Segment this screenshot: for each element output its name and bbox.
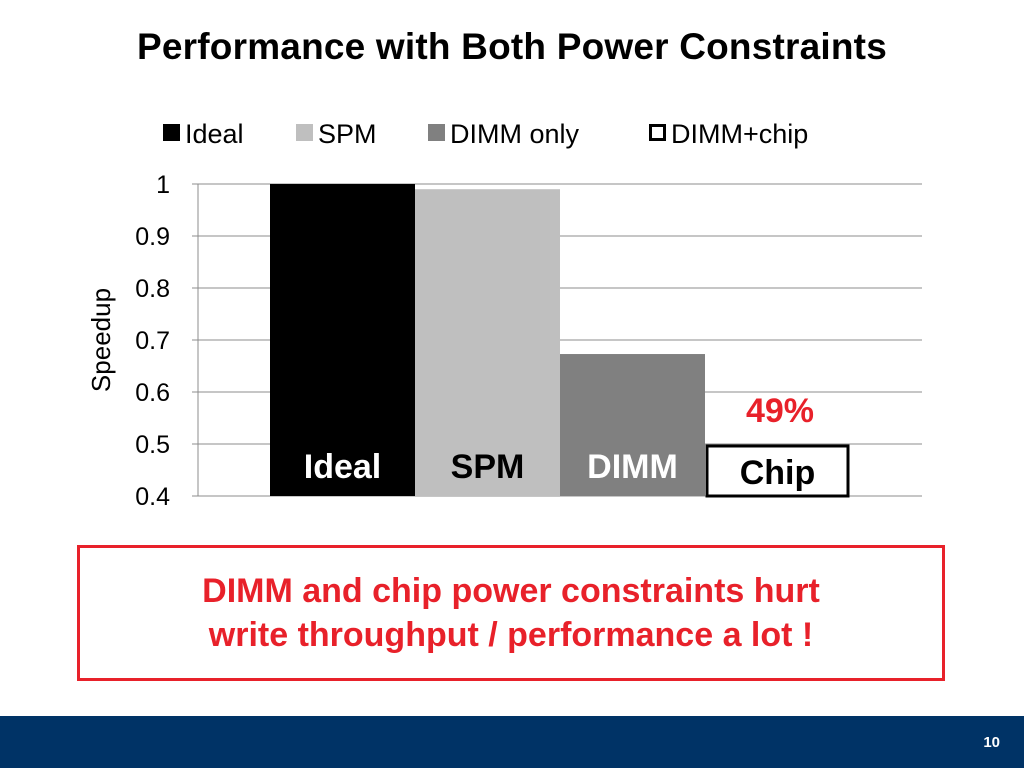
- chart-legend: Ideal SPM DIMM only DIMM+chip: [163, 119, 808, 149]
- chart-bars: [270, 184, 705, 496]
- bar: [415, 189, 560, 496]
- y-axis-label: Speedup: [86, 288, 116, 392]
- legend-label: Ideal: [185, 119, 244, 149]
- legend-marker: [296, 124, 313, 141]
- y-tick-label: 1: [156, 171, 170, 199]
- bar-chart: 0.4 0.5 0.6 0.7 0.8 0.9 1 Ideal SPM DIMM Chip Ide…: [86, 119, 922, 511]
- y-tick-label: 0.6: [135, 379, 170, 407]
- y-tick-label: 0.9: [135, 223, 170, 251]
- slide-title: Performance with Both Power Constraints: [137, 26, 887, 67]
- bar-label: DIMM: [587, 448, 678, 486]
- callout-box: DIMM and chip power constraints hurt wri…: [77, 545, 945, 681]
- legend-marker: [163, 124, 180, 141]
- bar-label: SPM: [451, 448, 525, 486]
- y-tick-label: 0.7: [135, 327, 170, 355]
- callout-line-2: write throughput / performance a lot !: [208, 616, 814, 654]
- legend-label: DIMM+chip: [671, 119, 808, 149]
- legend-marker: [428, 124, 445, 141]
- bar-labels: Ideal SPM DIMM Chip: [304, 444, 850, 498]
- bar-label-box: [705, 444, 850, 498]
- y-tick-label: 0.4: [135, 483, 170, 511]
- y-tick-label: 0.8: [135, 275, 170, 303]
- y-tick-label: 0.5: [135, 431, 170, 459]
- percentage-annotation: 49%: [746, 392, 814, 430]
- callout-line-1: DIMM and chip power constraints hurt: [202, 572, 820, 610]
- legend-label: DIMM only: [450, 119, 580, 149]
- footer-bar: 10: [0, 716, 1024, 768]
- bar-label: Ideal: [304, 448, 381, 486]
- bar: [560, 354, 705, 496]
- bar-label: Chip: [740, 454, 816, 492]
- y-axis: 0.4 0.5 0.6 0.7 0.8 0.9 1: [135, 171, 199, 511]
- page-number: 10: [983, 734, 1000, 751]
- bar: [270, 184, 415, 496]
- legend-label: SPM: [318, 119, 377, 149]
- legend-marker: [649, 124, 666, 141]
